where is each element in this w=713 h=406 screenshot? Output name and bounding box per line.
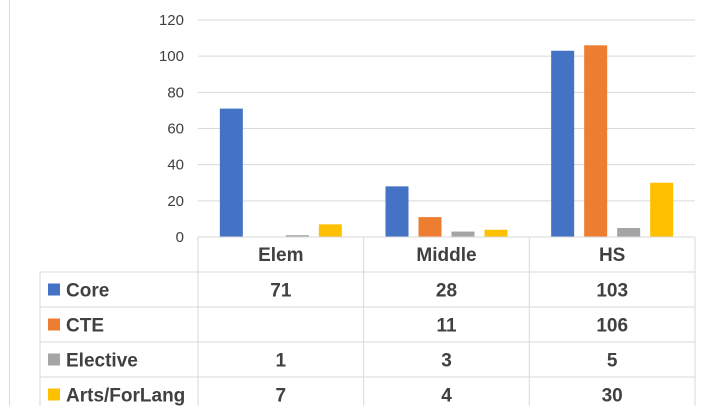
legend-swatch — [48, 283, 60, 296]
legend-label: CTE — [66, 316, 104, 337]
bar-core-middle — [385, 186, 409, 237]
left-border — [9, 0, 10, 406]
bar-arts-forlang-elem — [318, 224, 342, 237]
data-table-cell: 71 — [270, 281, 292, 302]
bar-arts-forlang-middle — [484, 229, 508, 237]
legend-swatch — [48, 318, 60, 331]
legend-label: Elective — [66, 351, 138, 372]
y-tick-label: 120 — [159, 12, 184, 29]
bar-elective-hs — [617, 227, 641, 237]
data-table-cell: 1 — [276, 351, 287, 372]
bar-cte-hs — [584, 45, 608, 237]
y-tick-label: 80 — [167, 84, 184, 101]
data-table-cell: 11 — [436, 316, 457, 337]
x-category-label: Middle — [416, 245, 476, 266]
y-tick-label: 20 — [167, 193, 184, 210]
data-table-cell: 103 — [596, 281, 628, 302]
bar-core-hs — [551, 50, 575, 237]
bar-elective-elem — [285, 235, 309, 237]
data-table-cell: 7 — [276, 386, 287, 406]
data-table-cell: 4 — [441, 386, 452, 406]
bar-cte-middle — [418, 217, 442, 237]
data-table-cell: 28 — [436, 281, 457, 302]
data-table-cell: 5 — [607, 351, 618, 372]
y-tick-label: 40 — [167, 157, 184, 174]
legend-label: Core — [66, 281, 109, 302]
x-category-label: HS — [599, 245, 625, 266]
y-tick-label: 0 — [176, 229, 184, 246]
bar-arts-forlang-hs — [650, 182, 674, 237]
data-table-cell: 106 — [596, 316, 628, 337]
legend-label: Arts/ForLang — [66, 386, 185, 406]
legend-swatch — [48, 388, 60, 401]
data-table-cell: 3 — [441, 351, 452, 372]
x-category-label: Elem — [258, 245, 303, 266]
legend-swatch — [48, 353, 60, 366]
y-tick-label: 60 — [167, 121, 184, 138]
y-tick-label: 100 — [159, 48, 184, 65]
bar-core-elem — [219, 108, 243, 237]
data-table-cell: 30 — [602, 386, 623, 406]
bar-elective-middle — [451, 231, 475, 237]
